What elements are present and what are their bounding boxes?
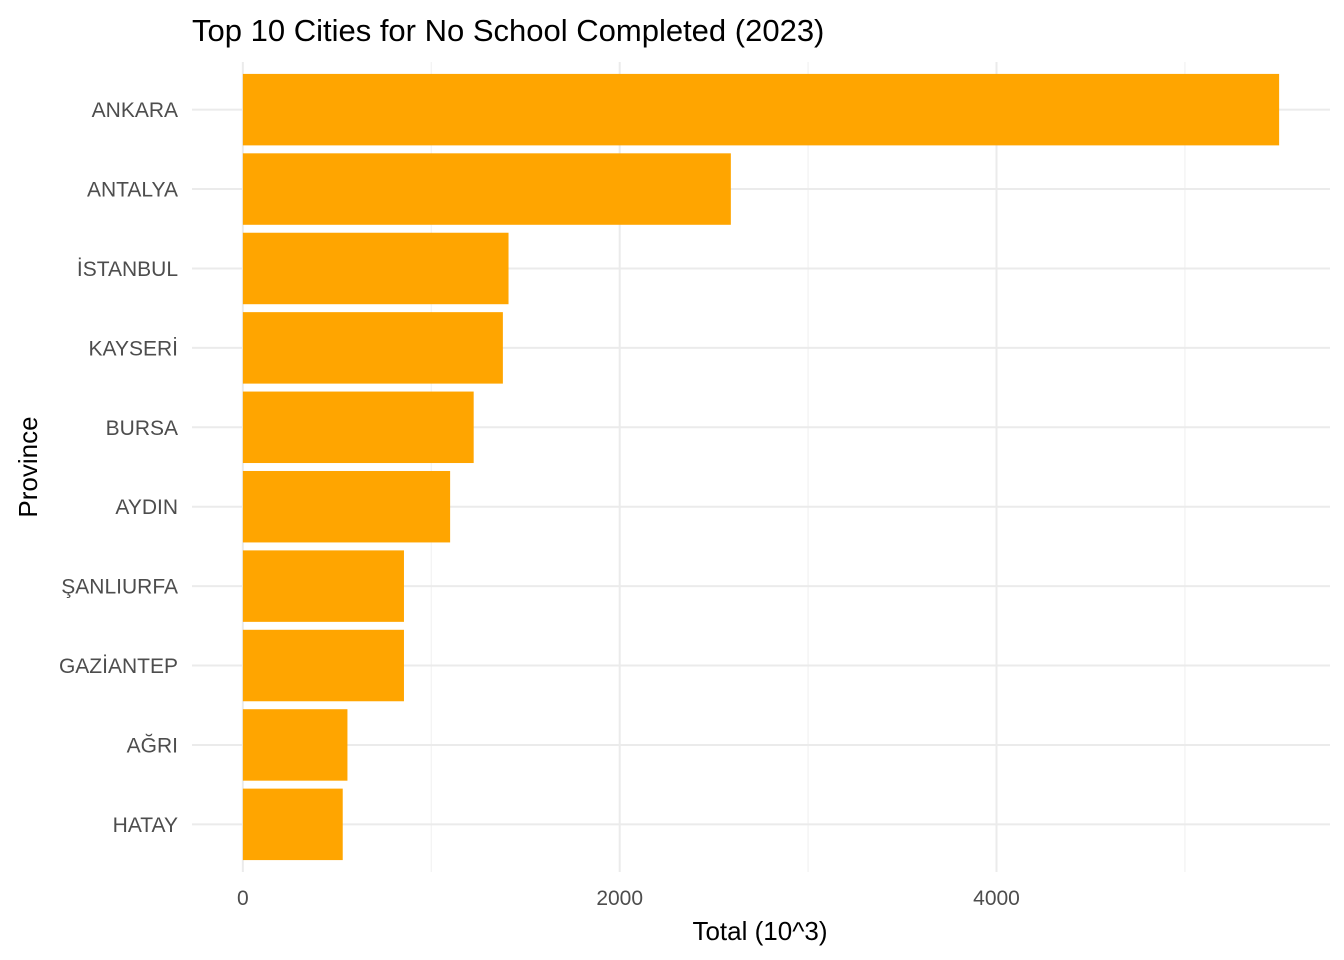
- y-tick-label: GAZİANTEP: [59, 655, 178, 678]
- y-axis-label: Province: [13, 416, 43, 517]
- bar-4: [242, 312, 503, 384]
- bar-3: [242, 232, 509, 305]
- x-axis-tick-labels: 0 2000 4000: [237, 887, 1020, 910]
- y-tick-label: AYDIN: [115, 496, 178, 519]
- y-tick-label: AĞRI: [127, 734, 178, 757]
- bar-5: [242, 391, 474, 464]
- bars: [242, 73, 1280, 861]
- bar-6: [242, 470, 451, 543]
- y-tick-label: BURSA: [106, 417, 178, 440]
- y-tick-label: HATAY: [113, 814, 178, 837]
- y-tick-label: ANKARA: [92, 99, 178, 122]
- y-tick-label: ŞANLIURFA: [61, 576, 178, 599]
- bar-7: [242, 550, 404, 622]
- chart-title: Top 10 Cities for No School Completed (2…: [192, 13, 824, 48]
- bar-9: [242, 709, 348, 781]
- x-tick-label: 4000: [973, 887, 1020, 910]
- bar-10: [242, 788, 343, 861]
- bar-1: [242, 73, 1280, 146]
- y-tick-label: ANTALYA: [87, 179, 178, 202]
- y-tick-label: KAYSERİ: [89, 337, 178, 360]
- bar-2: [242, 153, 731, 225]
- bar-8: [242, 629, 404, 702]
- x-axis-label: Total (10^3): [692, 916, 827, 946]
- y-axis-tick-labels: ANKARA ANTALYA İSTANBUL KAYSERİ BURSA AYDIN ŞA…: [59, 99, 178, 837]
- x-tick-label: 2000: [596, 887, 643, 910]
- y-tick-label: İSTANBUL: [77, 258, 178, 281]
- x-tick-label: 0: [237, 887, 249, 910]
